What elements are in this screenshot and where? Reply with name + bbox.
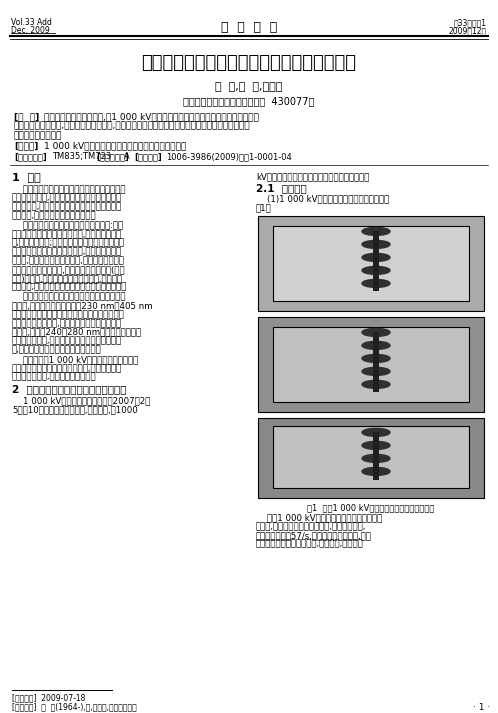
Bar	[273, 227, 469, 302]
Text: 出现部位主要在均压环表面,随机性大,位置不确: 出现部位主要在均压环表面,随机性大,位置不确	[256, 540, 364, 549]
Text: [作者简介]  汪  涛(1964-),男,四川人,高级工程师。: [作者简介] 汪 涛(1964-),男,四川人,高级工程师。	[12, 702, 137, 711]
Text: （湖北省电力试验研究院，武汉  430077）: （湖北省电力试验研究院，武汉 430077）	[183, 96, 315, 106]
Ellipse shape	[362, 253, 390, 262]
Ellipse shape	[362, 468, 390, 476]
Text: TM835;TM723: TM835;TM723	[52, 152, 111, 161]
Text: 进行检测和评断,并作出合理的评价。: 进行检测和评断,并作出合理的评价。	[12, 373, 97, 381]
Bar	[258, 419, 484, 498]
Text: kV运行的输变电设备电晕放电情况进行了检测。: kV运行的输变电设备电晕放电情况进行了检测。	[256, 172, 370, 181]
Text: 三相1 000 kV变压器高压端部均匀环结构基: 三相1 000 kV变压器高压端部均匀环结构基	[256, 513, 382, 523]
Text: 1 000 kV武汉特高压试验基地于2007年2月: 1 000 kV武汉特高压试验基地于2007年2月	[12, 396, 150, 406]
Text: 本相同,实测电晕放电情况均一致,且电晕强度弱,: 本相同,实测电晕放电情况均一致,且电晕强度弱,	[256, 522, 367, 531]
Text: 放电)。同时,电晕放电还造成能量损失,引起电磁: 放电)。同时,电晕放电还造成能量损失,引起电磁	[12, 274, 123, 283]
Ellipse shape	[362, 342, 390, 349]
Text: 的,并反映电气设备表面电晕放电状态。: 的,并反映电气设备表面电晕放电状态。	[12, 345, 102, 354]
Ellipse shape	[362, 454, 390, 463]
Bar	[273, 426, 469, 488]
Text: 种局部放电现象,当导体表面电位梯度超过空气的: 种局部放电现象,当导体表面电位梯度超过空气的	[12, 194, 122, 202]
Text: 电气设备电晕放电故障可分为两种情况:一是: 电气设备电晕放电故障可分为两种情况:一是	[12, 221, 123, 230]
Text: 一种典型的具有危害性的物理过程,有必要在现场: 一种典型的具有危害性的物理过程,有必要在现场	[12, 364, 122, 373]
Bar	[258, 317, 484, 412]
Ellipse shape	[362, 329, 390, 337]
Text: 环境干扰,对有机绹缘产生蚀损和加速材料的老化。: 环境干扰,对有机绹缘产生蚀损和加速材料的老化。	[12, 283, 127, 292]
Text: 备电晕放电进行评价,这在国内外尚属首次,检测结果对指导特高压设备的设计、制造和安装以及运行: 备电晕放电进行评价,这在国内外尚属首次,检测结果对指导特高压设备的设计、制造和安…	[14, 121, 250, 130]
Text: (1)1 000 kV变压器高压端部电晕检测结果见: (1)1 000 kV变压器高压端部电晕检测结果见	[256, 195, 389, 204]
Text: 应用紫外光电晕检测技术,刖1 000 kV武汉特高压基地和荆门特高压变电站输变电设: 应用紫外光电晕检测技术,刖1 000 kV武汉特高压基地和荆门特高压变电站输变电…	[44, 112, 259, 121]
Text: · 1 ·: · 1 ·	[473, 703, 490, 712]
Ellipse shape	[362, 227, 390, 235]
Ellipse shape	[362, 267, 390, 275]
Text: Dec. 2009: Dec. 2009	[11, 26, 50, 35]
Text: 紫外光,其光谱峰値波长集中在230 nm～405 nm: 紫外光,其光谱峰値波长集中在230 nm～405 nm	[12, 302, 152, 310]
Text: 等级越高,电气设备电晕放电越强烈。: 等级越高,电气设备电晕放电越强烈。	[12, 211, 97, 220]
Text: 电气设备的电晕放电是设备外部表面气体的一: 电气设备的电晕放电是设备外部表面气体的一	[12, 185, 125, 194]
Text: 1 000 kV特高压；电气设备；电晕放电；检测及评断: 1 000 kV特高压；电气设备；电晕放电；检测及评断	[44, 141, 186, 150]
Text: 5日、10日首次正式带电测试,试验期间,億1000: 5日、10日首次正式带电测试,试验期间,億1000	[12, 406, 138, 414]
Text: 中,产生电晕放电;二是电气设备外绵缘由于受大气: 中,产生电晕放电;二是电气设备外绵缘由于受大气	[12, 239, 125, 248]
Ellipse shape	[362, 381, 390, 389]
Text: 湖  北  电  力: 湖 北 电 力	[221, 21, 277, 34]
Text: 电气设备表面电晕放电部位往往辐射出大量的: 电气设备表面电晕放电部位往往辐射出大量的	[12, 292, 125, 302]
Text: 电晕放电是1 000 kV特高压电气设备运行中: 电晕放电是1 000 kV特高压电气设备运行中	[12, 355, 138, 364]
Text: 2009年12月: 2009年12月	[449, 26, 487, 35]
Text: 电现象,并随着放电强度的增加,电晕放电逐渐演变: 电现象,并随着放电强度的增加,电晕放电逐渐演变	[12, 257, 125, 265]
Text: 电场强度时,会使空气激离而产生电晕。随着电压: 电场强度时,会使空气激离而产生电晕。随着电压	[12, 202, 122, 212]
Text: A: A	[124, 152, 130, 161]
Text: 特高压电气设备电晕放电检测及运行状态评价: 特高压电气设备电晕放电检测及运行状态评价	[141, 54, 357, 72]
Text: 电产生的紫外线信号,经处理后成像并与可见光图: 电产生的紫外线信号,经处理后成像并与可见光图	[12, 319, 122, 328]
Text: 第33卷增刊1: 第33卷增刊1	[454, 18, 487, 27]
Text: 维护具有重要意义。: 维护具有重要意义。	[14, 131, 62, 140]
Text: 环境和表面绹缘状态变化的影响,容易产生电晕放: 环境和表面绹缘状态变化的影响,容易产生电晕放	[12, 247, 122, 257]
Text: [摘  要]: [摘 要]	[14, 112, 39, 121]
Text: [收稿日期]  2009-07-18: [收稿日期] 2009-07-18	[12, 693, 85, 702]
Text: 2  输变电设备电晕放电检测及结果分析: 2 输变电设备电晕放电检测及结果分析	[12, 384, 126, 394]
Text: [中图分类号]: [中图分类号]	[14, 152, 47, 161]
Ellipse shape	[362, 367, 390, 376]
Text: [文献标识码]: [文献标识码]	[96, 152, 129, 161]
Ellipse shape	[362, 354, 390, 362]
Ellipse shape	[362, 429, 390, 436]
Bar	[373, 332, 379, 392]
Ellipse shape	[362, 441, 390, 449]
Text: 像叠加,对波长240～280 nm（太阳盲区）的电: 像叠加,对波长240～280 nm（太阳盲区）的电	[12, 328, 141, 337]
Text: 2.1  检测结果: 2.1 检测结果	[256, 183, 307, 193]
Text: 图1。: 图1。	[256, 204, 272, 212]
Text: Vol.33 Add: Vol.33 Add	[11, 18, 52, 27]
Text: 为刷状放电、火花放电,最终造成外绹缘闪络(电弧: 为刷状放电、火花放电,最终造成外绹缘闪络(电弧	[12, 265, 125, 275]
Ellipse shape	[362, 240, 390, 248]
Text: 之间。紫外成像技术就是利用紫外光成像仪接收放: 之间。紫外成像技术就是利用紫外光成像仪接收放	[12, 310, 125, 319]
Text: 晕放电进行检测,达到确定放电的位置和强度的目: 晕放电进行检测,达到确定放电的位置和强度的目	[12, 337, 122, 346]
Text: 1006-3986(2009)增刊1-0001-04: 1006-3986(2009)增刊1-0001-04	[166, 152, 292, 161]
Text: 1  引言: 1 引言	[12, 172, 41, 182]
Text: 最大光子数只有57/s,电晕放电形态不稳定,电晕: 最大光子数只有57/s,电晕放电形态不稳定,电晕	[256, 531, 372, 540]
Bar	[373, 432, 379, 481]
Bar	[273, 327, 469, 402]
Text: [关键词]: [关键词]	[14, 141, 38, 150]
Text: 汪  涛,阮  玲,邓万婷: 汪 涛,阮 玲,邓万婷	[215, 82, 283, 92]
Bar	[373, 232, 379, 292]
Text: 由于电气设备外部导体出现异常,造成局部电场集: 由于电气设备外部导体出现异常,造成局部电场集	[12, 230, 122, 239]
Text: [文章编号]: [文章编号]	[134, 152, 162, 161]
Text: 图1  三相1 000 kV变压器高压端部电晕放电情况: 图1 三相1 000 kV变压器高压端部电晕放电情况	[307, 503, 435, 513]
Bar	[258, 217, 484, 312]
Ellipse shape	[362, 279, 390, 287]
